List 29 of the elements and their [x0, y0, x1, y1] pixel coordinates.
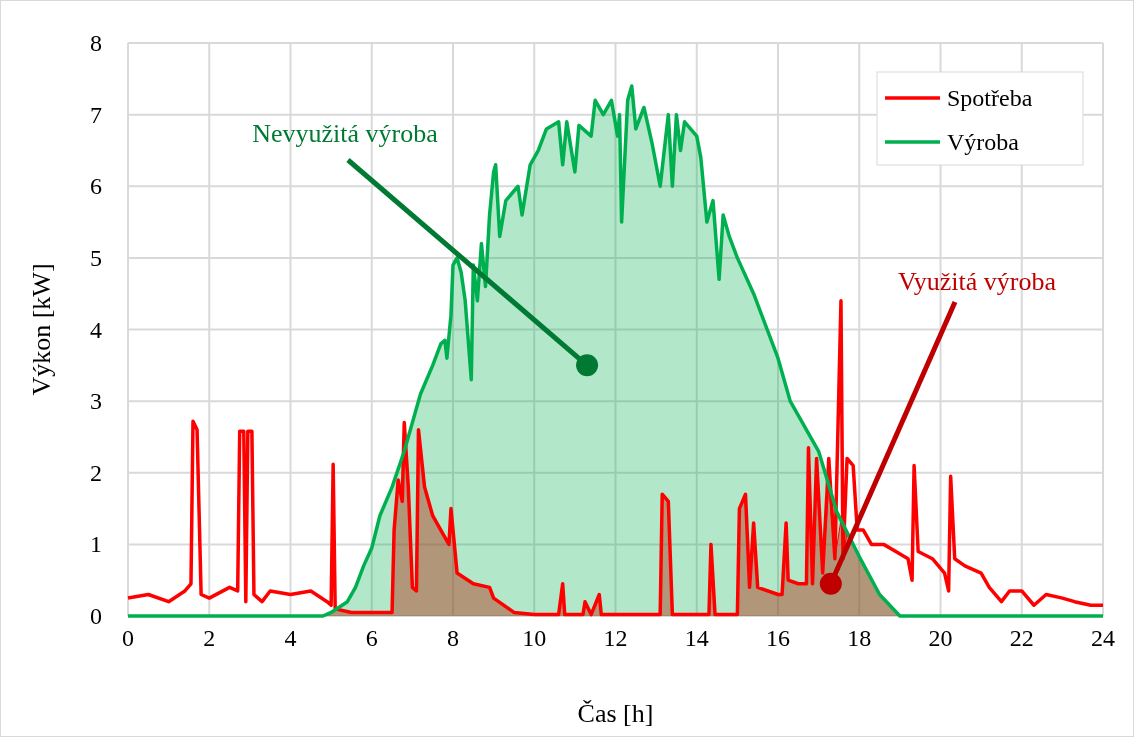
line-series [126, 299, 1105, 617]
y-tick-label: 0 [90, 603, 102, 629]
legend-label: Výroba [947, 129, 1020, 155]
y-tick-label: 8 [90, 30, 102, 56]
y-tick-label: 3 [90, 388, 102, 415]
x-tick-label: 10 [522, 625, 547, 651]
y-tick-label: 5 [90, 244, 102, 271]
annotation: Nevyužitá výroba [252, 119, 439, 148]
x-axis-title: Čas [h] [577, 699, 654, 728]
x-tick-label: 22 [1009, 625, 1034, 651]
x-tick-label: 6 [365, 625, 378, 651]
x-tick-label: 0 [122, 625, 134, 651]
x-tick-label: 20 [928, 625, 953, 651]
y-tick-label: 7 [90, 101, 102, 128]
y-tick-label: 4 [90, 316, 102, 343]
x-tick-label: 24 [1091, 625, 1115, 651]
x-tick-label: 8 [447, 625, 459, 651]
x-tick-label: 16 [766, 625, 790, 651]
y-axis-title: Výkon [kW] [27, 263, 56, 396]
x-tick-label: 2 [203, 625, 216, 651]
x-tick-label: 4 [284, 625, 297, 651]
x-tick-label: 14 [684, 625, 709, 651]
y-tick-label: 6 [90, 173, 102, 200]
legend-label: Spotřeba [947, 85, 1033, 111]
y-tick-label: 2 [90, 459, 102, 486]
x-tick-label: 12 [603, 625, 628, 651]
x-tick-label: 18 [847, 625, 872, 651]
annotation: Využitá výroba [897, 267, 1057, 296]
y-tick-label: 1 [90, 531, 102, 558]
